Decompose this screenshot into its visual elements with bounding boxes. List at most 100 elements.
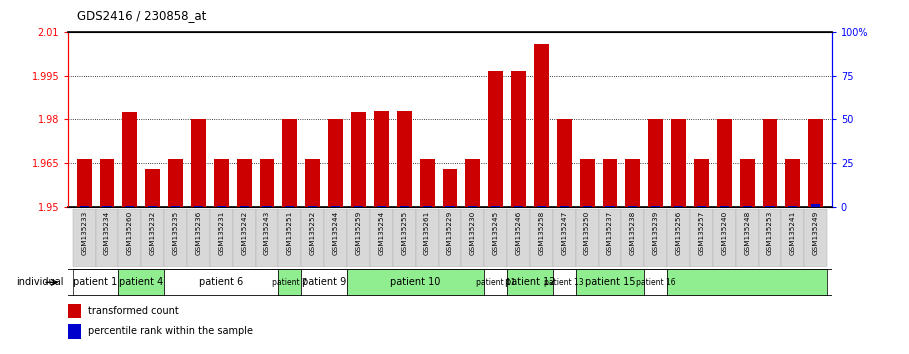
Text: GSM135257: GSM135257 [698, 211, 704, 255]
Bar [648, 119, 664, 207]
Bar [351, 112, 366, 207]
Text: GSM135240: GSM135240 [721, 211, 727, 255]
Bar [148, 206, 157, 207]
Text: GSM135239: GSM135239 [653, 211, 659, 255]
Bar [713, 209, 735, 267]
Bar [103, 206, 112, 207]
Bar [236, 159, 252, 207]
Bar [674, 206, 684, 207]
Text: GSM135230: GSM135230 [470, 211, 475, 255]
Bar [735, 209, 759, 267]
Text: GSM135248: GSM135248 [744, 211, 750, 255]
Bar [125, 206, 135, 207]
Text: GSM135243: GSM135243 [265, 211, 270, 255]
Text: GSM135245: GSM135245 [493, 211, 499, 255]
Bar [740, 159, 754, 207]
Bar [808, 119, 824, 207]
Bar [194, 206, 203, 207]
Text: patient 7: patient 7 [273, 278, 307, 287]
Text: patient 11: patient 11 [476, 278, 515, 287]
Bar [260, 159, 275, 207]
Bar [667, 269, 827, 296]
Text: GSM135256: GSM135256 [675, 211, 682, 255]
Bar [557, 119, 572, 207]
Bar [302, 269, 347, 296]
Bar [216, 206, 226, 207]
Bar [720, 206, 729, 207]
Bar [233, 209, 255, 267]
Bar [354, 206, 363, 207]
Bar [625, 159, 640, 207]
Text: patient 12: patient 12 [504, 277, 555, 287]
Text: GSM135254: GSM135254 [378, 211, 385, 255]
Bar [583, 206, 592, 207]
Text: GSM135259: GSM135259 [355, 211, 362, 255]
Text: patient 16: patient 16 [636, 278, 675, 287]
Bar [100, 159, 115, 207]
Bar [305, 159, 320, 207]
Bar [534, 44, 549, 207]
Bar [580, 159, 594, 207]
Bar [514, 206, 523, 207]
Bar [575, 209, 598, 267]
Bar [187, 209, 210, 267]
Bar [210, 209, 233, 267]
Bar [644, 209, 667, 267]
Bar [141, 209, 165, 267]
Bar [717, 119, 732, 207]
Bar [443, 169, 457, 207]
Text: patient 13: patient 13 [544, 278, 584, 287]
Text: patient 10: patient 10 [391, 277, 441, 287]
Bar [308, 206, 317, 207]
Bar [331, 206, 340, 207]
Bar [785, 159, 800, 207]
Bar [278, 269, 302, 296]
Bar [145, 169, 160, 207]
Bar [328, 119, 343, 207]
Bar [788, 206, 797, 207]
Bar [191, 119, 206, 207]
Bar [804, 209, 827, 267]
Text: GSM135231: GSM135231 [218, 211, 225, 255]
Bar [420, 159, 435, 207]
Bar [511, 71, 526, 207]
Bar [667, 209, 690, 267]
Text: GSM135250: GSM135250 [584, 211, 590, 255]
Bar [377, 206, 386, 207]
Text: patient 9: patient 9 [302, 277, 346, 287]
Bar [690, 209, 713, 267]
Bar [651, 206, 660, 207]
Bar [370, 209, 393, 267]
Bar [694, 159, 709, 207]
Bar [123, 112, 137, 207]
Text: GSM135238: GSM135238 [630, 211, 635, 255]
Text: GSM135242: GSM135242 [241, 211, 247, 255]
Text: GSM135229: GSM135229 [447, 211, 453, 255]
Text: GSM135255: GSM135255 [401, 211, 407, 255]
Text: GDS2416 / 230858_at: GDS2416 / 230858_at [77, 9, 206, 22]
Bar [537, 206, 546, 207]
Bar [743, 206, 752, 207]
Bar [374, 111, 389, 207]
Bar [278, 209, 302, 267]
Bar [468, 206, 477, 207]
Text: patient 15: patient 15 [584, 277, 635, 287]
Bar [165, 269, 278, 296]
Text: GSM135253: GSM135253 [767, 211, 773, 255]
Bar [255, 209, 278, 267]
Bar [95, 209, 118, 267]
Bar [763, 119, 777, 207]
Text: GSM135249: GSM135249 [813, 211, 819, 255]
Bar [165, 209, 187, 267]
Bar [68, 304, 81, 319]
Bar [76, 159, 92, 207]
Bar [605, 206, 614, 207]
Bar [484, 209, 507, 267]
Bar [397, 111, 412, 207]
Bar [80, 206, 89, 207]
Bar [644, 269, 667, 296]
Bar [507, 209, 530, 267]
Bar [325, 209, 347, 267]
Bar [553, 269, 575, 296]
Bar [214, 159, 229, 207]
